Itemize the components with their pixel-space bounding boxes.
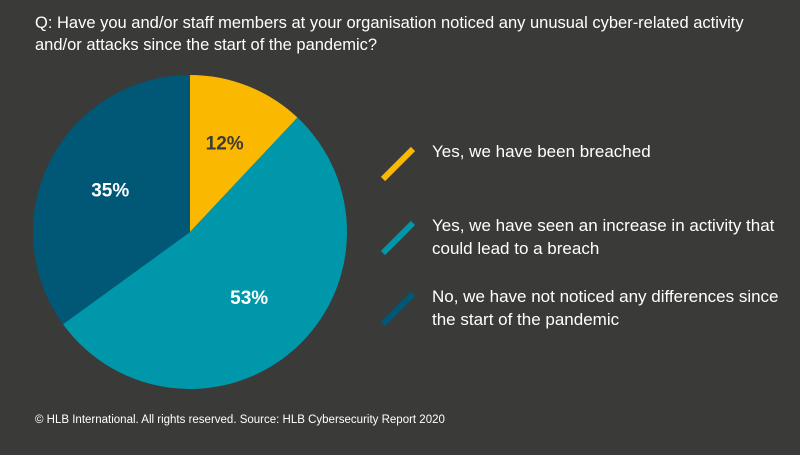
legend-item: Yes, we have seen an increase in activit… xyxy=(378,214,798,264)
slice-data-label: 53% xyxy=(230,288,268,309)
slice-data-label: 35% xyxy=(91,180,129,201)
source-footer: © HLB International. All rights reserved… xyxy=(35,414,445,426)
legend-label: Yes, we have seen an increase in activit… xyxy=(432,216,775,258)
legend-item: No, we have not noticed any differences … xyxy=(378,285,798,335)
pie-slice xyxy=(32,75,190,325)
pie-slice xyxy=(190,75,298,232)
legend-label: No, we have not noticed any differences … xyxy=(432,287,779,329)
legend-item: Yes, we have been breached xyxy=(378,140,798,190)
pie-slice xyxy=(62,117,347,389)
legend-slash-marker xyxy=(380,291,416,327)
chart-title: Q: Have you and/or staff members at your… xyxy=(35,14,744,54)
legend-slash-marker xyxy=(380,220,416,256)
legend-label: Yes, we have been breached xyxy=(432,142,651,161)
legend-slash-marker xyxy=(380,146,416,182)
slice-data-label: 12% xyxy=(206,133,244,154)
